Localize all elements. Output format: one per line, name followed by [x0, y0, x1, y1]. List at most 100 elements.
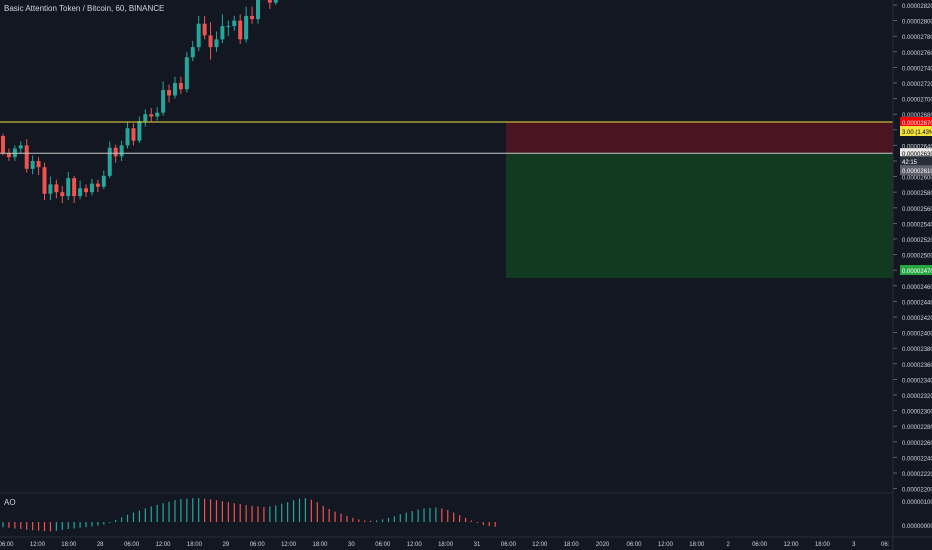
candle-body — [178, 83, 183, 90]
time-label: 2020 — [596, 542, 610, 548]
ao-bar — [204, 498, 206, 522]
ao-bar — [192, 498, 194, 522]
stop-price-tag: 0.00002670 — [902, 121, 932, 127]
ao-bar — [162, 503, 164, 522]
time-label: 06:00 — [626, 542, 642, 548]
ao-bar — [340, 513, 342, 522]
ao-bar — [364, 520, 366, 522]
ao-bar — [67, 522, 69, 530]
time-label: 06:00 — [375, 542, 391, 548]
candle-body — [42, 167, 47, 194]
candle-body — [89, 183, 94, 193]
price-label: 0.00002720 — [902, 82, 932, 88]
ao-bar — [316, 502, 318, 522]
candle-body — [267, 0, 272, 3]
horizontal-lines[interactable] — [0, 121, 893, 154]
time-label: 28 — [97, 542, 104, 548]
ao-bar — [476, 522, 478, 524]
ao-bar — [186, 498, 188, 522]
ao-bar — [49, 522, 52, 532]
time-label: 12:00 — [281, 542, 297, 548]
time-label: 06:00 — [501, 542, 517, 548]
price-label: 0.00002500 — [902, 254, 932, 260]
time-label: 3 — [852, 542, 856, 548]
time-label: 12:00 — [155, 542, 171, 548]
price-label: 0.00002580 — [902, 191, 932, 197]
ao-indicator-label[interactable]: AO — [4, 498, 16, 507]
candle-body — [60, 192, 65, 197]
price-label: 0.00002200 — [902, 488, 932, 494]
ao-bar — [375, 520, 378, 522]
ao-bar — [334, 511, 336, 522]
time-label: 06:00 — [752, 542, 768, 548]
price-label: 0.00002560 — [902, 207, 932, 213]
stop-sub-tag-bg — [900, 126, 932, 136]
position-tool[interactable] — [506, 122, 893, 278]
candle-body — [208, 35, 213, 48]
target-price-tag-bg — [900, 265, 932, 275]
time-axis[interactable]: 06:00 12:00 18:00 28 06:00 12:00 18:00 29 06:00 1… — [0, 542, 890, 548]
ao-bar — [346, 515, 348, 522]
candle-body — [214, 39, 219, 48]
ao-bar — [37, 522, 40, 531]
candle-body — [226, 26, 231, 28]
ao-bar — [405, 512, 407, 522]
ao-bar — [488, 522, 490, 527]
ao-bar — [381, 519, 384, 522]
time-label: 18:00 — [689, 542, 705, 548]
time-label: 12:00 — [407, 542, 423, 548]
time-label: 12:00 — [783, 542, 799, 548]
price-label: 0.00002820 — [902, 4, 932, 10]
last-price-tag: 0.00002610 — [902, 169, 932, 175]
price-label: 0.00002460 — [902, 285, 932, 291]
ao-axis-label: 0.00000100 — [902, 500, 932, 506]
price-label: 0.00002360 — [902, 363, 932, 369]
price-label: 0.00002600 — [902, 176, 932, 182]
ao-bar — [470, 520, 473, 522]
ao-bar — [43, 522, 46, 532]
time-label: 06:00 — [0, 542, 14, 548]
ao-bar — [251, 505, 253, 522]
candle-body — [255, 0, 260, 20]
countdown-tag-bg — [900, 156, 932, 167]
take-profit-zone[interactable] — [506, 153, 893, 278]
candle-body — [66, 178, 71, 197]
candle-body — [54, 184, 59, 193]
ao-bar — [221, 501, 224, 522]
candle-body — [232, 20, 237, 27]
ao-bar — [97, 522, 99, 526]
candle-body — [167, 90, 172, 96]
ao-bar — [494, 522, 496, 527]
ao-bar — [8, 522, 10, 528]
ao-bar — [26, 522, 28, 530]
ao-bar — [292, 500, 295, 522]
candle-body — [220, 26, 225, 40]
candle-body — [113, 147, 118, 157]
ao-bar — [61, 522, 63, 530]
ao-bar — [103, 522, 105, 525]
ao-bar — [138, 510, 140, 522]
candle-body — [161, 90, 166, 113]
time-label: 06:00 — [124, 542, 140, 548]
price-label: 0.00002240 — [902, 456, 932, 462]
ao-bar — [453, 512, 455, 522]
ao-bar — [144, 508, 146, 522]
ao-bar — [352, 517, 354, 522]
ao-bar — [370, 520, 372, 522]
ao-bar — [91, 522, 93, 527]
candle-body — [155, 112, 160, 117]
ao-bar — [245, 505, 247, 522]
stop-sub-tag: 3.00 (1.43%) — [902, 130, 932, 136]
time-label: 18:00 — [61, 542, 77, 548]
ao-bar — [447, 510, 449, 522]
ao-bar — [263, 506, 265, 522]
ao-bar — [2, 522, 4, 528]
price-label: 0.00002520 — [902, 238, 932, 244]
stop-loss-zone[interactable] — [506, 122, 893, 154]
last-price-tag-bg — [900, 165, 932, 176]
ao-bar — [109, 522, 111, 524]
ao-bar — [298, 498, 301, 522]
symbol-title[interactable]: Basic Attention Token / Bitcoin, 60, BIN… — [4, 4, 165, 13]
price-label: 0.00002420 — [902, 316, 932, 322]
